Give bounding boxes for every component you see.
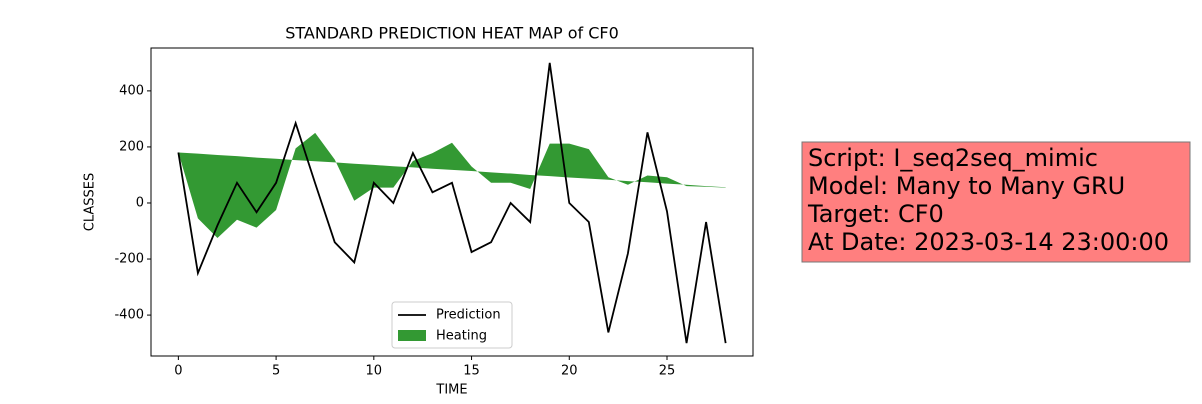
chart-title: STANDARD PREDICTION HEAT MAP of CF0	[285, 24, 619, 43]
x-tick-label: 0	[174, 364, 182, 379]
heating-area	[178, 132, 726, 239]
y-tick-label: -400	[114, 308, 144, 323]
legend-label: Heating	[436, 329, 487, 344]
info-box	[801, 141, 1191, 263]
prediction-line	[177, 62, 727, 344]
y-tick-label: 400	[119, 83, 144, 98]
plot-frame	[150, 47, 754, 357]
y-tick-label: 0	[136, 195, 144, 210]
x-tick-label: 20	[561, 364, 578, 379]
x-tick-label: 15	[463, 364, 480, 379]
y-tick-label: -200	[114, 252, 144, 267]
legend-label: Prediction	[436, 308, 501, 323]
info-line: Target: CF0	[807, 200, 944, 228]
x-axis-label: TIME	[435, 383, 467, 398]
x-tick-label: 25	[659, 364, 676, 379]
info-line: At Date: 2023-03-14 23:00:00	[808, 228, 1169, 256]
info-line: Model: Many to Many GRU	[808, 172, 1125, 200]
y-tick-label: 200	[119, 139, 144, 154]
x-tick-label: 5	[272, 364, 280, 379]
legend-swatch	[398, 330, 426, 341]
x-tick-label: 10	[366, 364, 383, 379]
y-axis-label: CLASSES	[83, 173, 98, 231]
info-line: Script: I_seq2seq_mimic	[808, 144, 1098, 172]
